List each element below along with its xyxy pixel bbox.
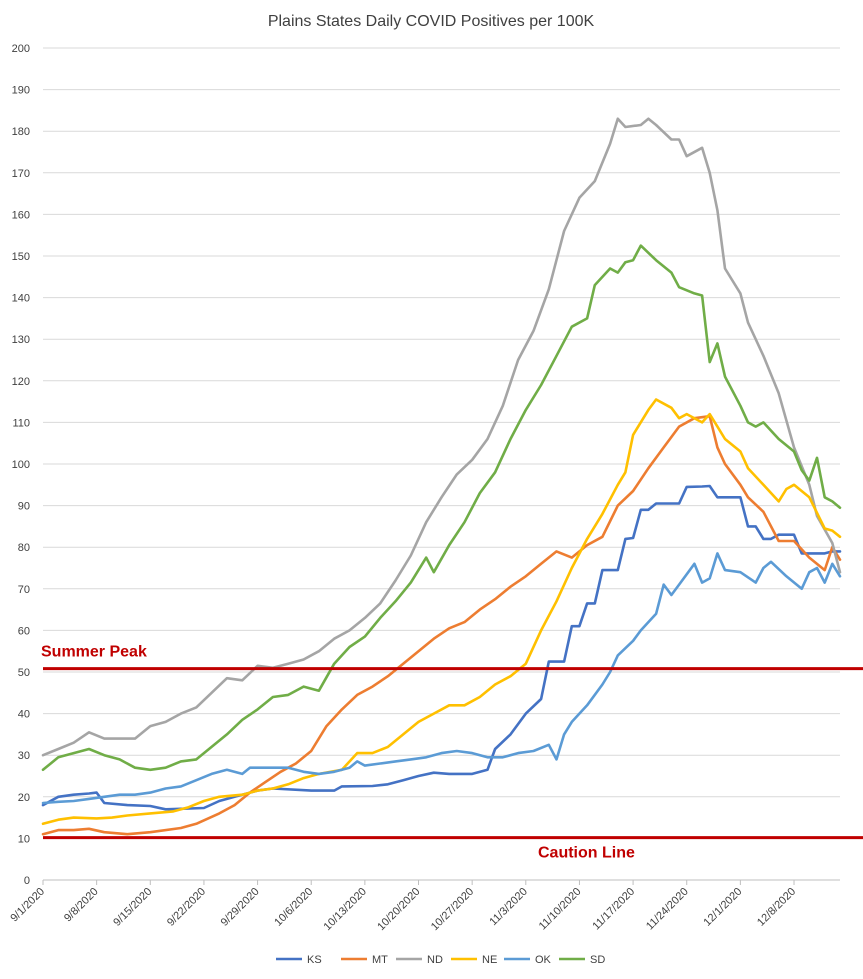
legend-label: MT (372, 954, 388, 966)
legend-label: SD (590, 954, 605, 966)
x-axis-ticks: 9/1/2020 9/8/2020 9/15/2020 9/22/2020 9/29/2… (8, 880, 798, 933)
y-tick-label: 180 (12, 126, 30, 138)
x-tick-label: 9/1/2020 (8, 886, 47, 925)
series-line-ne (41, 398, 842, 826)
y-tick-label: 30 (18, 750, 30, 762)
y-tick-label: 190 (12, 85, 30, 97)
legend: KS MT ND NE OK SD (276, 954, 605, 966)
y-tick-label: 80 (18, 542, 30, 554)
x-tick-label: 12/1/2020 (701, 886, 744, 929)
x-tick-label: 11/10/2020 (537, 886, 584, 933)
y-tick-label: 140 (12, 293, 30, 305)
x-tick-label: 10/20/2020 (375, 886, 422, 933)
x-tick-label: 9/29/2020 (219, 886, 262, 929)
series-line-ks (41, 484, 842, 811)
reference-lines: Summer Peak Caution Line (41, 644, 863, 862)
y-tick-label: 60 (18, 625, 30, 637)
x-tick-label: 10/6/2020 (272, 886, 315, 929)
series-line-sd (41, 244, 842, 772)
legend-label: OK (535, 954, 552, 966)
summer-peak-label: Summer Peak (41, 644, 147, 661)
y-tick-label: 160 (12, 209, 30, 221)
x-tick-label: 11/24/2020 (644, 886, 691, 933)
series-lines (41, 117, 842, 836)
caution-line-label: Caution Line (538, 845, 635, 862)
x-tick-label: 10/27/2020 (429, 886, 476, 933)
y-tick-label: 20 (18, 792, 30, 804)
y-tick-label: 150 (12, 251, 30, 263)
y-tick-label: 0 (24, 875, 30, 887)
legend-label: ND (427, 954, 443, 966)
y-tick-label: 40 (18, 709, 30, 721)
series-line-mt (41, 414, 842, 836)
legend-label: KS (307, 954, 322, 966)
y-tick-label: 10 (18, 833, 30, 845)
y-tick-label: 90 (18, 501, 30, 513)
legend-label: NE (482, 954, 497, 966)
y-tick-label: 130 (12, 334, 30, 346)
x-tick-label: 9/15/2020 (111, 886, 154, 929)
x-tick-label: 12/8/2020 (755, 886, 798, 929)
y-tick-label: 170 (12, 168, 30, 180)
x-tick-label: 11/17/2020 (590, 886, 637, 933)
x-tick-label: 11/3/2020 (487, 886, 530, 929)
x-tick-label: 9/22/2020 (165, 886, 208, 929)
x-tick-label: 10/13/2020 (322, 886, 369, 933)
chart-title: Plains States Daily COVID Positives per … (268, 13, 595, 30)
series-line-nd (41, 117, 842, 757)
y-tick-label: 50 (18, 667, 30, 679)
y-tick-label: 100 (12, 459, 30, 471)
y-tick-label: 200 (12, 43, 30, 55)
y-tick-label: 70 (18, 584, 30, 596)
gridlines (43, 47, 840, 881)
y-tick-label: 110 (12, 417, 30, 429)
y-tick-label: 120 (12, 376, 30, 388)
y-axis-ticks: 0 10 20 30 40 50 60 70 80 90 100 110 120 130 140 150 160… (12, 43, 30, 887)
series-line-ok (41, 552, 842, 805)
x-tick-label: 9/8/2020 (62, 886, 101, 925)
